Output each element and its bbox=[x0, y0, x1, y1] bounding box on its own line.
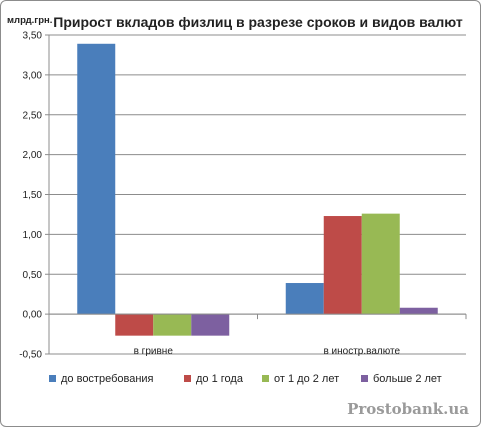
watermark: Prostobank.ua bbox=[347, 400, 469, 418]
bar bbox=[361, 213, 400, 315]
y-tick-label: 1,00 bbox=[23, 230, 43, 241]
legend-entry: до востребования bbox=[61, 373, 154, 385]
legend-entry: до 1 года bbox=[196, 373, 244, 385]
y-tick-labels: -0,50 0,00 0,50 1,00 1,50 2,00 2,50 3,00 3,50 bbox=[19, 31, 42, 361]
y-tick-label: 1,50 bbox=[23, 190, 43, 201]
chart-title: Прирост вкладов физлиц в разрезе сроков … bbox=[53, 14, 463, 30]
bar bbox=[153, 314, 192, 336]
bar bbox=[191, 314, 230, 336]
axes bbox=[45, 34, 467, 355]
y-tick-label: 2,50 bbox=[23, 110, 43, 121]
y-tick-label: 2,00 bbox=[23, 150, 43, 161]
y-tick-label: -0,50 bbox=[19, 350, 42, 361]
legend-swatch bbox=[262, 375, 269, 382]
y-tick-label: 3,50 bbox=[23, 31, 43, 42]
legend-swatch bbox=[361, 375, 368, 382]
y-axis-label: млрд.грн. bbox=[7, 15, 52, 26]
bar bbox=[285, 283, 324, 315]
legend-entry: от 1 до 2 лет bbox=[274, 373, 339, 385]
y-tick-label: 3,00 bbox=[23, 70, 43, 81]
category-label: в гривне bbox=[134, 346, 174, 357]
y-tick-label: 0,00 bbox=[23, 310, 43, 321]
bar bbox=[399, 307, 438, 315]
legend-swatch bbox=[49, 375, 56, 382]
bar bbox=[77, 43, 116, 315]
legend-entry: больше 2 лет bbox=[373, 373, 442, 385]
bar bbox=[115, 314, 154, 336]
category-labels: в гривне в иностр.валюте bbox=[134, 346, 401, 357]
legend: до востребования до 1 года от 1 до 2 лет бо… bbox=[49, 373, 442, 385]
category-label: в иностр.валюте bbox=[323, 346, 400, 357]
bars bbox=[77, 43, 438, 336]
y-tick-label: 0,50 bbox=[23, 270, 43, 281]
legend-swatch bbox=[184, 375, 191, 382]
bar bbox=[323, 216, 362, 315]
